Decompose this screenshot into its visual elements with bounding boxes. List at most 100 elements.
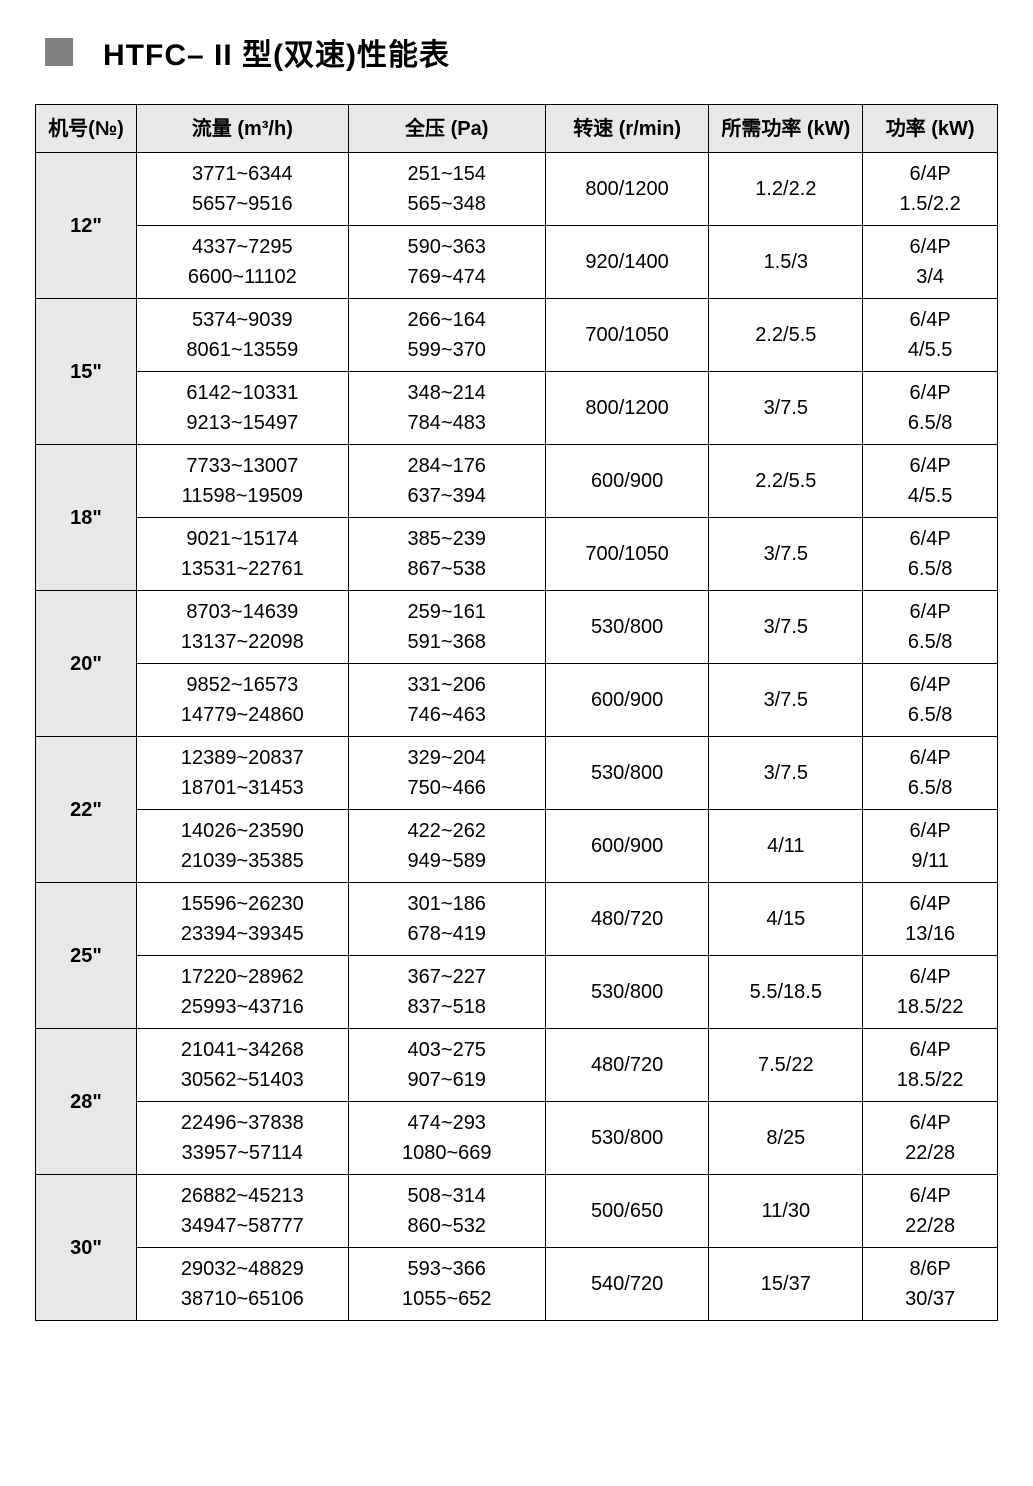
- req-power-cell: 4/11: [709, 810, 863, 883]
- table-row: 14026~23590 21039~35385422~262 949~58960…: [36, 810, 998, 883]
- req-power-cell: 3/7.5: [709, 664, 863, 737]
- req-power-cell: 3/7.5: [709, 737, 863, 810]
- model-cell: 30": [36, 1175, 137, 1321]
- pressure-cell: 593~366 1055~652: [348, 1248, 545, 1321]
- model-cell: 18": [36, 445, 137, 591]
- req-power-cell: 8/25: [709, 1102, 863, 1175]
- flow-cell: 22496~37838 33957~57114: [137, 1102, 349, 1175]
- table-row: 28"21041~34268 30562~51403403~275 907~61…: [36, 1029, 998, 1102]
- speed-cell: 480/720: [545, 1029, 709, 1102]
- speed-cell: 530/800: [545, 956, 709, 1029]
- flow-cell: 15596~26230 23394~39345: [137, 883, 349, 956]
- req-power-cell: 2.2/5.5: [709, 445, 863, 518]
- table-row: 4337~7295 6600~11102590~363 769~474920/1…: [36, 226, 998, 299]
- table-row: 20"8703~14639 13137~22098259~161 591~368…: [36, 591, 998, 664]
- model-cell: 25": [36, 883, 137, 1029]
- flow-cell: 7733~13007 11598~19509: [137, 445, 349, 518]
- flow-cell: 26882~45213 34947~58777: [137, 1175, 349, 1248]
- speed-cell: 800/1200: [545, 153, 709, 226]
- flow-cell: 9021~15174 13531~22761: [137, 518, 349, 591]
- power-cell: 6/4P 6.5/8: [863, 737, 998, 810]
- req-power-cell: 3/7.5: [709, 591, 863, 664]
- pressure-cell: 422~262 949~589: [348, 810, 545, 883]
- req-power-cell: 3/7.5: [709, 518, 863, 591]
- table-row: 9021~15174 13531~22761385~239 867~538700…: [36, 518, 998, 591]
- speed-cell: 530/800: [545, 737, 709, 810]
- title-accent-square: [45, 38, 73, 66]
- speed-cell: 540/720: [545, 1248, 709, 1321]
- flow-cell: 9852~16573 14779~24860: [137, 664, 349, 737]
- flow-cell: 3771~6344 5657~9516: [137, 153, 349, 226]
- table-row: 22"12389~20837 18701~31453329~204 750~46…: [36, 737, 998, 810]
- pressure-cell: 385~239 867~538: [348, 518, 545, 591]
- table-row: 17220~28962 25993~43716367~227 837~51853…: [36, 956, 998, 1029]
- req-power-cell: 15/37: [709, 1248, 863, 1321]
- col-pressure: 全压 (Pa): [348, 105, 545, 153]
- table-row: 18"7733~13007 11598~19509284~176 637~394…: [36, 445, 998, 518]
- speed-cell: 530/800: [545, 1102, 709, 1175]
- pressure-cell: 266~164 599~370: [348, 299, 545, 372]
- table-header-row: 机号(№) 流量 (m³/h) 全压 (Pa) 转速 (r/min) 所需功率 …: [36, 105, 998, 153]
- model-cell: 22": [36, 737, 137, 883]
- req-power-cell: 4/15: [709, 883, 863, 956]
- title-bar: HTFC– II 型(双速)性能表: [45, 30, 998, 74]
- model-cell: 15": [36, 299, 137, 445]
- pressure-cell: 403~275 907~619: [348, 1029, 545, 1102]
- speed-cell: 800/1200: [545, 372, 709, 445]
- pressure-cell: 301~186 678~419: [348, 883, 545, 956]
- req-power-cell: 3/7.5: [709, 372, 863, 445]
- speed-cell: 530/800: [545, 591, 709, 664]
- pressure-cell: 590~363 769~474: [348, 226, 545, 299]
- power-cell: 6/4P 9/11: [863, 810, 998, 883]
- pressure-cell: 474~293 1080~669: [348, 1102, 545, 1175]
- power-cell: 6/4P 22/28: [863, 1102, 998, 1175]
- flow-cell: 6142~10331 9213~15497: [137, 372, 349, 445]
- flow-cell: 17220~28962 25993~43716: [137, 956, 349, 1029]
- flow-cell: 12389~20837 18701~31453: [137, 737, 349, 810]
- power-cell: 6/4P 13/16: [863, 883, 998, 956]
- pressure-cell: 284~176 637~394: [348, 445, 545, 518]
- power-cell: 6/4P 18.5/22: [863, 956, 998, 1029]
- model-cell: 28": [36, 1029, 137, 1175]
- flow-cell: 5374~9039 8061~13559: [137, 299, 349, 372]
- req-power-cell: 1.5/3: [709, 226, 863, 299]
- req-power-cell: 5.5/18.5: [709, 956, 863, 1029]
- col-model: 机号(№): [36, 105, 137, 153]
- speed-cell: 700/1050: [545, 518, 709, 591]
- flow-cell: 29032~48829 38710~65106: [137, 1248, 349, 1321]
- speed-cell: 600/900: [545, 810, 709, 883]
- speed-cell: 600/900: [545, 445, 709, 518]
- power-cell: 6/4P 6.5/8: [863, 664, 998, 737]
- req-power-cell: 2.2/5.5: [709, 299, 863, 372]
- speed-cell: 600/900: [545, 664, 709, 737]
- flow-cell: 4337~7295 6600~11102: [137, 226, 349, 299]
- col-power: 功率 (kW): [863, 105, 998, 153]
- pressure-cell: 367~227 837~518: [348, 956, 545, 1029]
- col-req-power: 所需功率 (kW): [709, 105, 863, 153]
- req-power-cell: 1.2/2.2: [709, 153, 863, 226]
- pressure-cell: 251~154 565~348: [348, 153, 545, 226]
- power-cell: 6/4P 6.5/8: [863, 518, 998, 591]
- pressure-cell: 508~314 860~532: [348, 1175, 545, 1248]
- power-cell: 6/4P 22/28: [863, 1175, 998, 1248]
- table-row: 25"15596~26230 23394~39345301~186 678~41…: [36, 883, 998, 956]
- flow-cell: 14026~23590 21039~35385: [137, 810, 349, 883]
- table-row: 6142~10331 9213~15497348~214 784~483800/…: [36, 372, 998, 445]
- performance-table: 机号(№) 流量 (m³/h) 全压 (Pa) 转速 (r/min) 所需功率 …: [35, 104, 998, 1321]
- power-cell: 6/4P 3/4: [863, 226, 998, 299]
- table-row: 22496~37838 33957~57114474~293 1080~6695…: [36, 1102, 998, 1175]
- pressure-cell: 259~161 591~368: [348, 591, 545, 664]
- speed-cell: 700/1050: [545, 299, 709, 372]
- col-flow: 流量 (m³/h): [137, 105, 349, 153]
- table-row: 9852~16573 14779~24860331~206 746~463600…: [36, 664, 998, 737]
- power-cell: 6/4P 4/5.5: [863, 445, 998, 518]
- table-row: 12"3771~6344 5657~9516251~154 565~348800…: [36, 153, 998, 226]
- power-cell: 6/4P 1.5/2.2: [863, 153, 998, 226]
- power-cell: 6/4P 6.5/8: [863, 372, 998, 445]
- power-cell: 6/4P 4/5.5: [863, 299, 998, 372]
- pressure-cell: 348~214 784~483: [348, 372, 545, 445]
- pressure-cell: 331~206 746~463: [348, 664, 545, 737]
- speed-cell: 500/650: [545, 1175, 709, 1248]
- flow-cell: 8703~14639 13137~22098: [137, 591, 349, 664]
- model-cell: 20": [36, 591, 137, 737]
